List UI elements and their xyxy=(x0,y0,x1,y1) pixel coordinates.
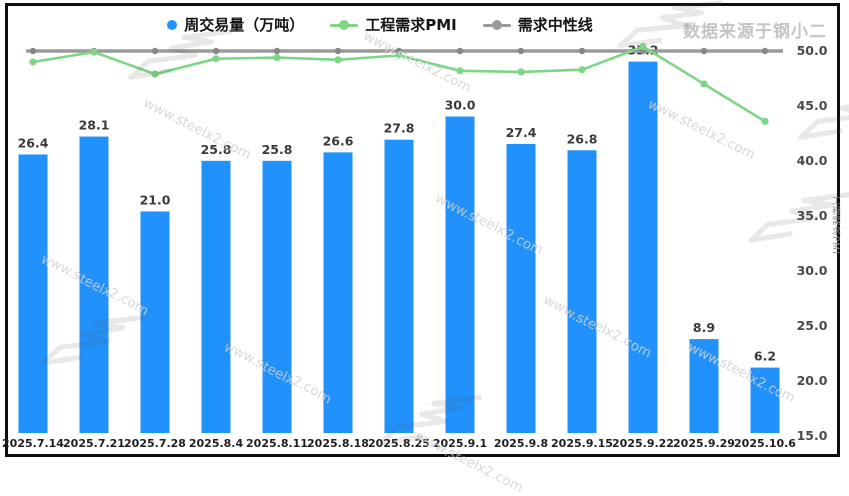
right-axis-title: 工程需求PMI xyxy=(830,196,840,255)
x-axis-label: 2025.9.1 xyxy=(433,437,487,450)
pmi-point[interactable] xyxy=(334,56,342,64)
plot-area: 26.4 28.1 21.0 25.8 25.8 26.6 27.8 30.0 27.4 26.8… xyxy=(2,43,828,450)
pmi-point[interactable] xyxy=(151,70,159,78)
x-axis-label: 2025.7.14 xyxy=(2,437,64,450)
neutral-linedot-icon xyxy=(482,19,511,30)
pmi-point[interactable] xyxy=(29,58,37,66)
neutral-point[interactable] xyxy=(578,47,586,55)
neutral-point[interactable] xyxy=(456,47,464,55)
neutral-point[interactable] xyxy=(761,47,769,55)
bar-2025.8.25[interactable] xyxy=(384,139,414,433)
neutral-point[interactable] xyxy=(212,47,220,55)
bar-2025.7.28[interactable] xyxy=(140,211,170,433)
right-axis-tick: 45.0 xyxy=(797,98,828,113)
x-axis-label: 2025.7.21 xyxy=(63,437,125,450)
right-axis-tick: 40.0 xyxy=(797,153,828,168)
neutral-point[interactable] xyxy=(273,47,281,55)
right-axis-tick: 15.0 xyxy=(797,428,828,443)
pmi-point[interactable] xyxy=(212,55,220,63)
bar-2025.9.29[interactable] xyxy=(689,339,719,433)
bar-2025.7.21[interactable] xyxy=(79,136,109,434)
bar-value-label: 25.8 xyxy=(201,142,232,157)
source-watermark: 数据来源于钢小二 xyxy=(683,22,827,42)
legend-item-volume[interactable]: 周交易量（万吨） xyxy=(167,14,304,35)
bar-2025.8.18[interactable] xyxy=(323,152,353,433)
bar-2025.9.15[interactable] xyxy=(567,150,597,433)
pmi-point[interactable] xyxy=(578,66,586,74)
x-axis-label: 2025.7.28 xyxy=(124,437,186,450)
x-axis-label: 2025.9.15 xyxy=(551,437,613,450)
bar-value-label: 6.2 xyxy=(754,349,776,364)
x-axis-label: 2025.8.25 xyxy=(368,437,430,450)
bar-value-label: 27.8 xyxy=(384,121,415,136)
pmi-point[interactable] xyxy=(456,67,464,75)
bar-2025.10.6[interactable] xyxy=(750,367,780,433)
bar-value-label: 30.0 xyxy=(445,98,476,113)
bar-2025.9.8[interactable] xyxy=(506,143,536,433)
pmi-point[interactable] xyxy=(700,80,708,88)
pmi-linedot-icon xyxy=(330,19,359,30)
legend-item-pmi[interactable]: 工程需求PMI xyxy=(330,14,457,35)
bar-2025.9.1[interactable] xyxy=(445,116,475,434)
volume-dot-icon xyxy=(167,19,178,30)
x-axis-label: 2025.9.8 xyxy=(494,437,548,450)
bar-value-label: 26.6 xyxy=(323,133,354,148)
pmi-point[interactable] xyxy=(395,51,403,60)
legend-label-volume: 周交易量（万吨） xyxy=(184,16,305,34)
pmi-point[interactable] xyxy=(90,48,98,56)
x-axis-label: 2025.9.29 xyxy=(673,437,735,450)
legend: 周交易量（万吨） 工程需求PMI 需求中性线 xyxy=(0,14,760,35)
bar-value-label: 27.4 xyxy=(506,125,537,140)
right-axis-tick: 25.0 xyxy=(797,318,828,333)
x-axis-label: 2025.8.4 xyxy=(189,437,244,450)
right-axis-tick: 35.0 xyxy=(797,208,828,223)
pmi-point[interactable] xyxy=(639,43,647,51)
x-axis-label: 2025.10.6 xyxy=(734,437,796,450)
neutral-point[interactable] xyxy=(334,47,342,55)
neutral-point[interactable] xyxy=(29,47,37,55)
right-axis-tick: 30.0 xyxy=(797,263,828,278)
x-axis-label: 2025.8.11 xyxy=(246,437,308,450)
neutral-point[interactable] xyxy=(151,47,159,55)
bar-2025.8.11[interactable] xyxy=(262,160,292,433)
bar-value-label: 21.0 xyxy=(140,192,171,207)
legend-label-neutral: 需求中性线 xyxy=(517,16,593,34)
neutral-point[interactable] xyxy=(517,47,525,55)
pmi-point[interactable] xyxy=(517,68,525,76)
bar-value-label: 25.8 xyxy=(262,142,293,157)
bar-2025.8.4[interactable] xyxy=(201,160,231,433)
bar-2025.7.14[interactable] xyxy=(18,154,48,434)
legend-label-pmi: 工程需求PMI xyxy=(365,16,457,34)
right-axis-tick: 20.0 xyxy=(797,373,828,388)
bar-value-label: 28.1 xyxy=(79,118,110,133)
legend-item-neutral[interactable]: 需求中性线 xyxy=(482,14,593,35)
bar-value-label: 8.9 xyxy=(693,320,715,335)
bar-value-label: 26.8 xyxy=(567,131,598,146)
neutral-point[interactable] xyxy=(700,47,708,55)
pmi-point[interactable] xyxy=(761,117,769,125)
bar-2025.9.22[interactable] xyxy=(628,61,658,433)
bar-value-label: 26.4 xyxy=(18,135,49,150)
x-axis-label: 2025.8.18 xyxy=(307,437,369,450)
pmi-point[interactable] xyxy=(273,54,281,62)
right-axis-tick: 50.0 xyxy=(797,43,828,58)
x-axis-label: 2025.9.22 xyxy=(612,437,674,450)
